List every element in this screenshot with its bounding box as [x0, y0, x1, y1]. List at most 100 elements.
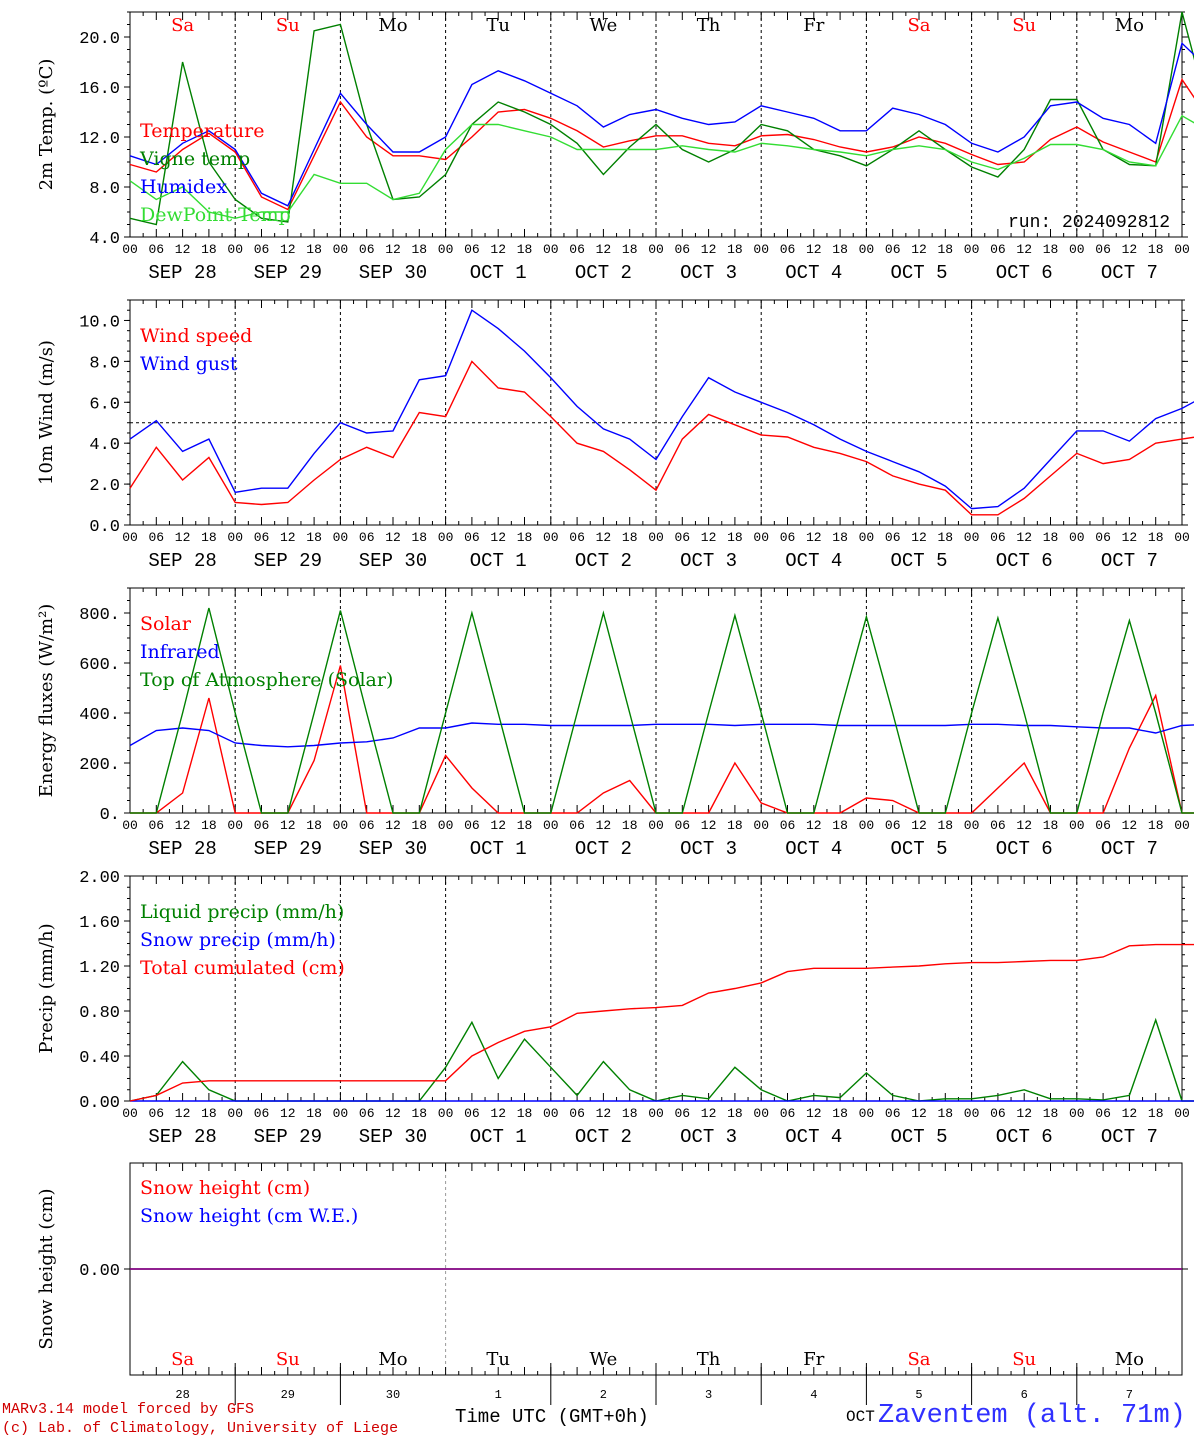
hour-tick-label: 00 — [333, 1106, 349, 1121]
legend-entry: Liquid precip (mm/h) — [140, 901, 344, 923]
hour-tick-label: 18 — [411, 242, 427, 257]
hour-tick-label: 06 — [990, 818, 1006, 833]
hour-tick-label: 06 — [885, 242, 901, 257]
y-tick-label: 4.0 — [89, 436, 120, 455]
month-label: OCT — [846, 1408, 875, 1426]
hour-tick-label: 18 — [1148, 530, 1164, 545]
date-label: OCT 2 — [575, 262, 632, 284]
day-number-label: 6 — [1021, 1388, 1028, 1402]
hour-tick-label: 12 — [1016, 242, 1032, 257]
hour-tick-label: 06 — [780, 530, 796, 545]
date-label: OCT 1 — [470, 838, 527, 860]
series-line-top-of-atmosphere-solar- — [130, 607, 1194, 814]
hour-tick-label: 06 — [464, 818, 480, 833]
panel-4: 0.00 0.40 0.80 1.20 1.60 2.00 Precip (mm/h) 00 0… — [36, 869, 1194, 1148]
hour-tick-label: 12 — [911, 530, 927, 545]
hour-tick-label: 06 — [569, 1106, 585, 1121]
hour-tick-label: 00 — [227, 1106, 243, 1121]
hour-tick-label: 12 — [280, 530, 296, 545]
date-label: OCT 2 — [575, 1126, 632, 1148]
hour-tick-label: 06 — [885, 530, 901, 545]
series-line-temperature — [129, 77, 1194, 211]
hour-tick-label: 00 — [964, 1106, 980, 1121]
hour-tick-label: 06 — [254, 818, 270, 833]
hour-tick-label: 18 — [517, 1106, 533, 1121]
hour-tick-label: 00 — [543, 242, 559, 257]
hour-tick-label: 12 — [1122, 818, 1138, 833]
y-axis-label: 2m Temp. (ºC) — [36, 59, 57, 191]
hour-tick-label: 06 — [464, 1106, 480, 1121]
hour-tick-label: 18 — [411, 530, 427, 545]
hour-tick-label: 06 — [359, 1106, 375, 1121]
plot-frame — [129, 587, 1183, 814]
hour-tick-label: 06 — [990, 242, 1006, 257]
hour-tick-label: 00 — [964, 818, 980, 833]
hour-tick-label: 18 — [306, 1106, 322, 1121]
legend-entry: Snow height (cm W.E.) — [140, 1205, 358, 1227]
hour-tick-label: 06 — [359, 818, 375, 833]
y-tick-label: 16.0 — [79, 80, 120, 99]
y-tick-label: 2.00 — [79, 869, 120, 888]
weekday-label: We — [590, 15, 618, 36]
hour-tick-label: 18 — [937, 530, 953, 545]
y-tick-label: 200. — [79, 756, 120, 775]
hour-tick-label: 18 — [832, 818, 848, 833]
hour-tick-label: 00 — [122, 242, 138, 257]
series-line-liquid-precip-mm-h- — [129, 1017, 1194, 1102]
hour-tick-label: 18 — [727, 1106, 743, 1121]
hour-tick-label: 12 — [490, 1106, 506, 1121]
hour-tick-label: 00 — [438, 1106, 454, 1121]
hour-tick-label: 00 — [1069, 1106, 1085, 1121]
date-label: SEP 28 — [148, 1126, 216, 1148]
hour-tick-label: 18 — [1043, 530, 1059, 545]
hour-tick-label: 12 — [175, 242, 191, 257]
series-line-vigne-temp — [129, 11, 1194, 226]
hour-tick-label: 00 — [543, 1106, 559, 1121]
hour-tick-label: 06 — [359, 242, 375, 257]
hour-tick-label: 12 — [806, 1106, 822, 1121]
hour-tick-label: 06 — [148, 530, 164, 545]
hour-tick-label: 12 — [596, 242, 612, 257]
run-annotation: run: 2024092812 — [1008, 213, 1170, 233]
hour-tick-label: 12 — [1122, 530, 1138, 545]
y-tick-label: 4.0 — [89, 230, 120, 249]
hour-tick-label: 00 — [859, 1106, 875, 1121]
day-number-label: 4 — [810, 1388, 817, 1402]
hour-tick-label: 06 — [674, 1106, 690, 1121]
hour-tick-label: 18 — [1043, 818, 1059, 833]
y-axis-label: Precip (mm/h) — [36, 923, 57, 1053]
hour-tick-label: 12 — [596, 818, 612, 833]
hour-tick-label: 12 — [175, 530, 191, 545]
date-label: OCT 6 — [996, 550, 1053, 572]
weekday-label: Mo — [1115, 1349, 1144, 1370]
hour-tick-label: 00 — [648, 818, 664, 833]
y-tick-label: 1.20 — [79, 959, 120, 978]
hour-tick-label: 12 — [490, 818, 506, 833]
y-tick-label: 0. — [100, 806, 120, 825]
hour-tick-label: 06 — [254, 530, 270, 545]
hour-tick-label: 18 — [517, 242, 533, 257]
weekday-label: Mo — [378, 15, 407, 36]
y-tick-label: 2.0 — [89, 477, 120, 496]
hour-tick-label: 12 — [490, 242, 506, 257]
y-tick-label: 20.0 — [79, 30, 120, 49]
hour-tick-label: 00 — [859, 530, 875, 545]
hour-tick-label: 00 — [543, 818, 559, 833]
hour-tick-label: 18 — [937, 1106, 953, 1121]
hour-tick-label: 00 — [648, 242, 664, 257]
hour-tick-label: 18 — [832, 242, 848, 257]
hour-tick-label: 12 — [280, 1106, 296, 1121]
lab-credit: (c) Lab. of Climatology, University of L… — [2, 1420, 399, 1437]
hour-tick-label: 00 — [333, 530, 349, 545]
y-tick-label: 0.40 — [79, 1049, 120, 1068]
weekday-label: Mo — [378, 1349, 407, 1370]
hour-tick-label: 00 — [1069, 530, 1085, 545]
hour-tick-label: 18 — [201, 1106, 217, 1121]
hour-tick-label: 06 — [990, 530, 1006, 545]
hour-tick-label: 06 — [780, 818, 796, 833]
hour-tick-label: 00 — [438, 530, 454, 545]
date-label: OCT 3 — [680, 550, 737, 572]
date-label: OCT 5 — [890, 1126, 947, 1148]
legend-entry: Snow precip (mm/h) — [140, 929, 336, 951]
